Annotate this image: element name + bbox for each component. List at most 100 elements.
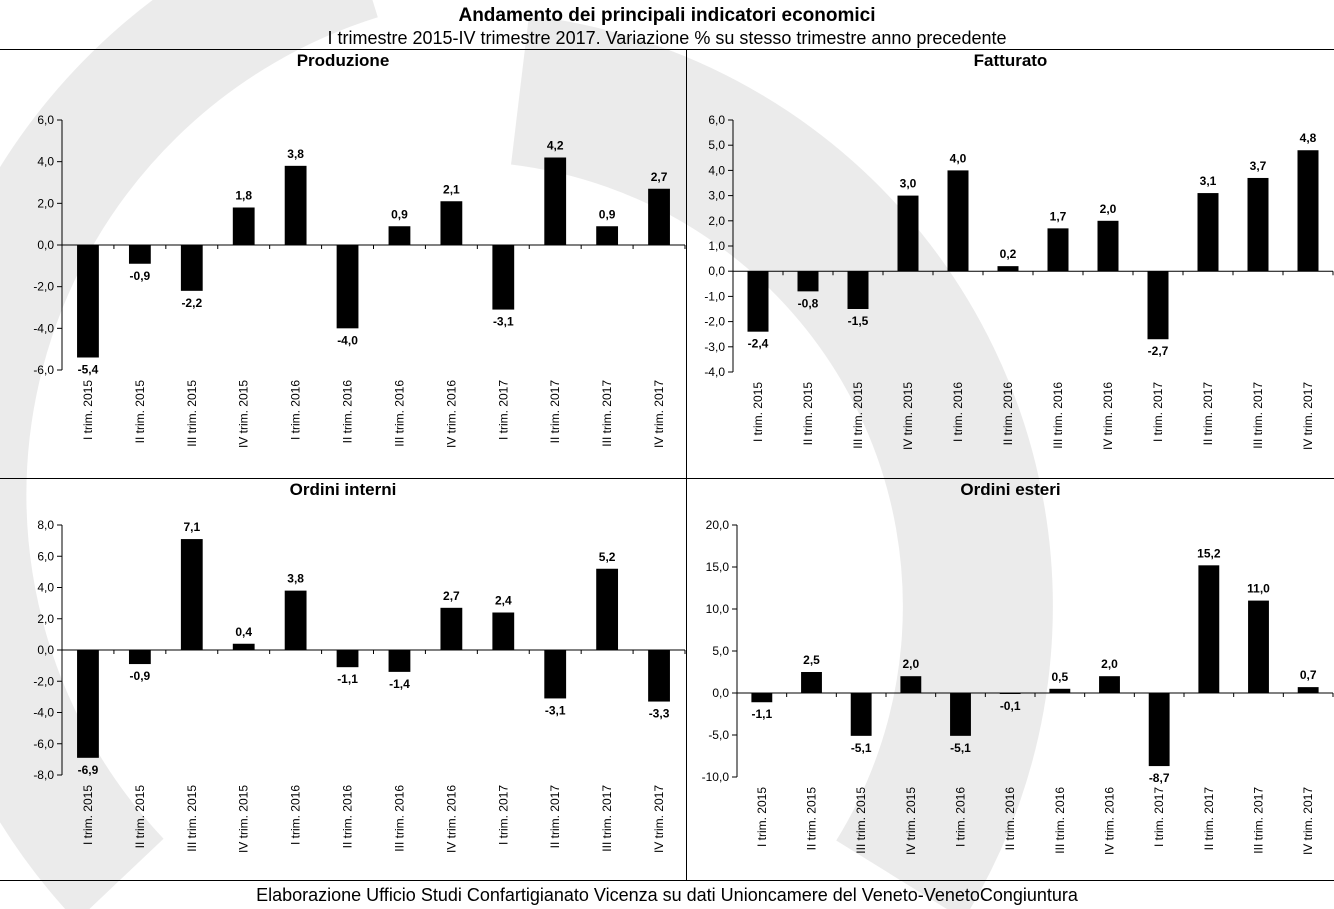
data-label-ordini-esteri: 2,0 (902, 657, 919, 671)
bar-produzione (388, 226, 411, 245)
data-label-ordini-interni: 5,2 (599, 550, 616, 564)
bar-ordini-interni (284, 590, 307, 650)
bar-ordini-interni (336, 650, 359, 668)
y-tick-label-ordini-interni: 8,0 (37, 518, 54, 532)
y-tick-label-fatturato: 1,0 (708, 239, 725, 253)
data-label-ordini-esteri: -5,1 (950, 741, 971, 755)
y-tick-label-fatturato: 2,0 (708, 214, 725, 228)
y-tick-label-ordini-esteri: -10,0 (702, 770, 730, 784)
data-label-fatturato: 2,0 (1100, 202, 1117, 216)
category-label-ordini-esteri: II trim. 2016 (1003, 787, 1017, 851)
bar-ordini-esteri (1099, 676, 1120, 693)
y-tick-label-produzione: 2,0 (37, 196, 54, 210)
data-label-fatturato: 0,2 (1000, 247, 1017, 261)
bar-ordini-esteri (1148, 693, 1170, 767)
bar-ordini-esteri (850, 693, 872, 736)
data-label-ordini-esteri: 15,2 (1197, 546, 1221, 560)
category-label-fatturato: II trim. 2017 (1201, 382, 1215, 446)
chart-svg-ordini-interni: Ordini interni 8,0 6,0 4,0 2,0 0,0 -2,0 -4,0 -6,… (33, 480, 686, 853)
data-label-ordini-interni: -6,9 (78, 763, 99, 777)
y-tick-label-produzione: 6,0 (37, 113, 54, 127)
bar-fatturato (947, 170, 969, 272)
category-label-produzione: IV trim. 2015 (237, 380, 251, 448)
y-tick-label-ordini-interni: -6,0 (33, 737, 54, 751)
y-tick-label-produzione: -6,0 (33, 363, 54, 377)
category-label-fatturato: II trim. 2015 (801, 382, 815, 446)
chart-title-produzione: Produzione (297, 51, 390, 70)
data-label-fatturato: 1,7 (1050, 209, 1067, 223)
category-label-ordini-esteri: II trim. 2015 (805, 787, 819, 851)
data-label-ordini-esteri: 0,5 (1051, 670, 1068, 684)
bar-ordini-interni (596, 568, 619, 650)
data-label-produzione: -4,0 (337, 333, 358, 347)
chart-svg-fatturato: Fatturato 6,0 5,0 4,0 3,0 2,0 1,0 0,0 -1,0 -2,0 -3… (704, 51, 1334, 450)
bar-fatturato (1297, 150, 1319, 272)
divider-top (0, 49, 1334, 50)
category-label-produzione: I trim. 2015 (81, 380, 95, 440)
data-label-ordini-interni: 2,4 (495, 594, 512, 608)
data-label-fatturato: -0,8 (798, 296, 819, 310)
chart-panel-ordini-interni: Ordini interni 8,0 6,0 4,0 2,0 0,0 -2,0 -4,0 -6,… (0, 479, 686, 880)
source-note: Elaborazione Ufficio Studi Confartigiana… (256, 885, 1078, 905)
category-label-produzione: III trim. 2017 (600, 380, 614, 447)
data-label-produzione: 2,1 (443, 182, 460, 196)
data-label-ordini-interni: -1,1 (337, 672, 358, 686)
bar-produzione (232, 207, 255, 245)
data-label-produzione: 0,9 (599, 207, 616, 221)
data-label-ordini-interni: 0,4 (235, 625, 252, 639)
bar-ordini-interni (77, 650, 99, 758)
bar-ordini-interni (648, 650, 670, 702)
bar-produzione (128, 245, 151, 264)
bar-ordini-interni (544, 650, 567, 699)
divider-middle-horizontal (0, 478, 1334, 479)
data-label-produzione: -0,9 (130, 269, 151, 283)
category-label-ordini-esteri: III trim. 2017 (1252, 787, 1266, 854)
watermark-arc-left (0, 0, 378, 909)
chart-panel-fatturato: Fatturato 6,0 5,0 4,0 3,0 2,0 1,0 0,0 -1,0 -2,0 -3… (687, 50, 1334, 478)
y-tick-label-ordini-interni: 2,0 (37, 612, 54, 626)
category-label-produzione: III trim. 2016 (392, 380, 406, 447)
data-label-produzione: -5,4 (78, 363, 99, 377)
bar-fatturato (1097, 220, 1119, 272)
bar-ordini-interni (180, 539, 203, 650)
y-tick-label-ordini-interni: 4,0 (37, 581, 54, 595)
category-label-ordini-interni: II trim. 2016 (341, 785, 355, 849)
category-label-ordini-interni: III trim. 2015 (185, 785, 199, 852)
bar-fatturato (1147, 271, 1169, 340)
y-tick-label-fatturato: 5,0 (708, 138, 725, 152)
chart-title-ordini-esteri: Ordini esteri (960, 480, 1060, 499)
y-tick-label-ordini-interni: 6,0 (37, 549, 54, 563)
category-label-ordini-interni: IV trim. 2015 (237, 785, 251, 853)
y-tick-label-fatturato: 6,0 (708, 113, 725, 127)
data-label-ordini-interni: 2,7 (443, 589, 460, 603)
chart-svg-ordini-esteri: Ordini esteri 20,0 15,0 10,0 5,0 0,0 -5,0 -10,0… (702, 480, 1334, 855)
bar-ordini-esteri (900, 676, 922, 693)
bar-fatturato (897, 195, 919, 272)
bar-ordini-esteri (751, 693, 773, 703)
category-label-fatturato: IV trim. 2016 (1101, 382, 1115, 450)
category-label-ordini-interni: IV trim. 2016 (444, 785, 458, 853)
chart-title-fatturato: Fatturato (974, 51, 1048, 70)
bar-ordini-esteri (1297, 687, 1319, 693)
data-label-ordini-interni: -0,9 (130, 669, 151, 683)
data-label-ordini-interni: 7,1 (183, 520, 200, 534)
data-label-ordini-esteri: -1,1 (751, 707, 772, 721)
page-subtitle: I trimestre 2015-IV trimestre 2017. Vari… (327, 28, 1007, 48)
bar-ordini-interni (232, 643, 255, 650)
category-label-ordini-interni: II trim. 2017 (548, 785, 562, 849)
category-label-produzione: IV trim. 2017 (652, 380, 666, 448)
chart-panel-produzione: Produzione 6,0 4,0 2,0 0,0 -2,0 -4,0 -6,0 -5,4 I … (0, 50, 686, 478)
divider-vertical (686, 49, 687, 880)
data-label-fatturato: -1,5 (848, 314, 869, 328)
bar-produzione (544, 157, 567, 245)
bar-fatturato (1247, 177, 1269, 272)
bar-fatturato (847, 271, 869, 309)
y-tick-label-fatturato: -3,0 (704, 340, 725, 354)
category-label-ordini-esteri: I trim. 2017 (1152, 787, 1166, 847)
bar-fatturato (797, 271, 819, 292)
category-label-ordini-interni: IV trim. 2017 (652, 785, 666, 853)
y-tick-label-ordini-esteri: 20,0 (706, 518, 730, 532)
bar-ordini-esteri (1049, 688, 1071, 693)
bar-fatturato (1047, 228, 1069, 272)
data-label-fatturato: 3,1 (1200, 174, 1217, 188)
